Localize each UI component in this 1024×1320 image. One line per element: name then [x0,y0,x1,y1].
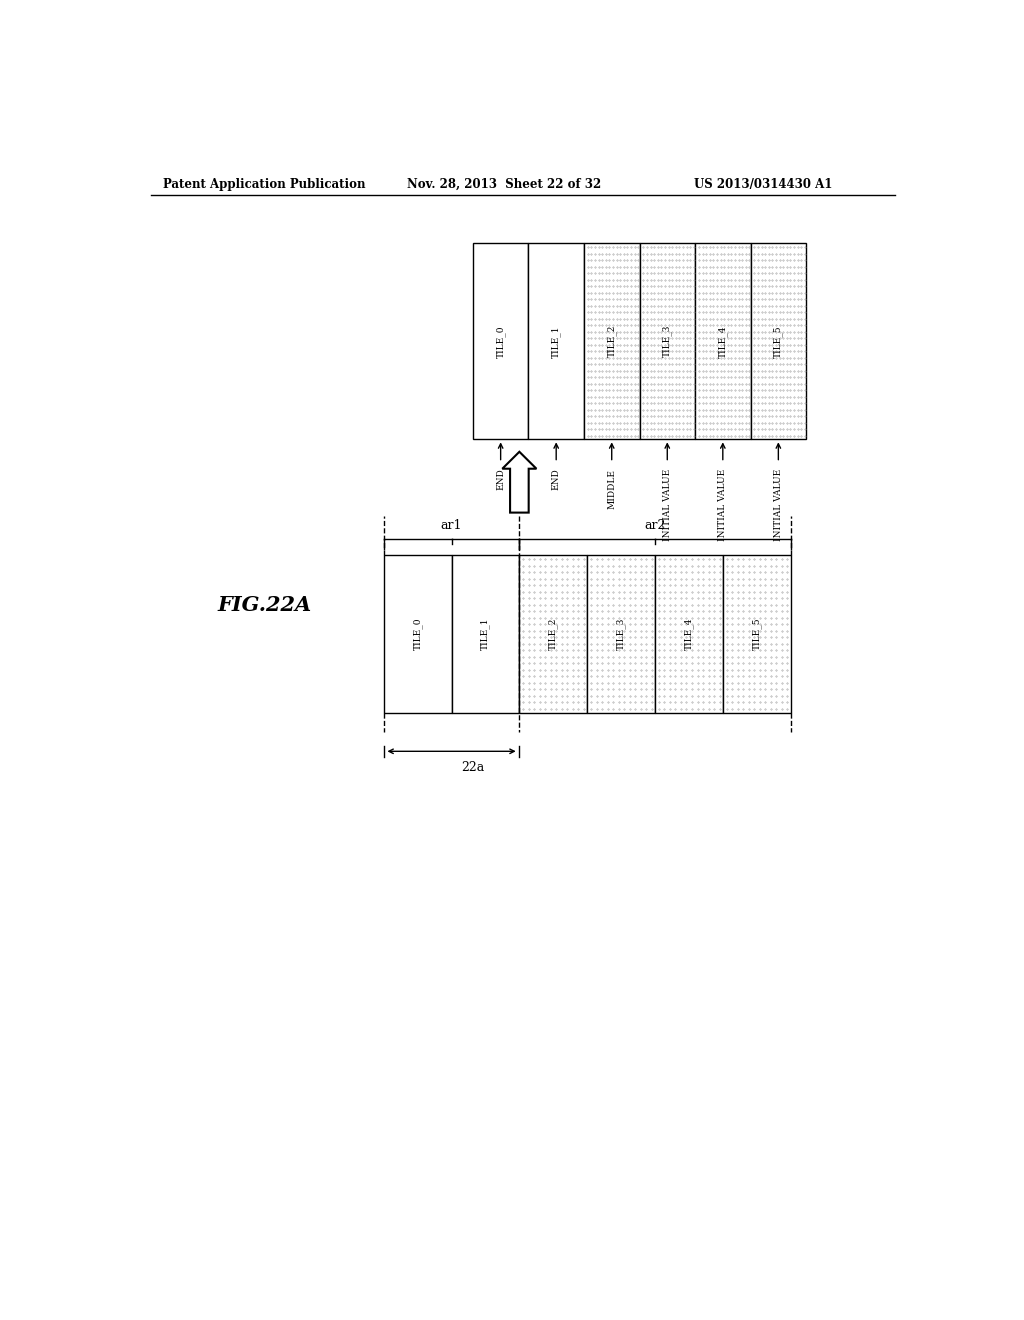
Text: TILE_1: TILE_1 [551,325,561,358]
Text: INITIAL VALUE: INITIAL VALUE [718,469,727,541]
Bar [519,554,587,713]
Bar [751,243,806,440]
Bar [452,554,519,713]
Text: TILE_2: TILE_2 [607,325,616,358]
Text: INITIAL VALUE: INITIAL VALUE [774,469,783,541]
Text: MIDDLE: MIDDLE [607,469,616,508]
Text: TILE_3: TILE_3 [663,325,672,358]
Text: TILE_4: TILE_4 [684,618,693,651]
Bar [587,554,655,713]
Text: INITIAL VALUE: INITIAL VALUE [663,469,672,541]
Text: TILE_5: TILE_5 [773,325,783,358]
Polygon shape [503,451,537,512]
Text: TILE_4: TILE_4 [718,325,728,358]
Bar [640,243,695,440]
Bar [384,554,452,713]
Text: TILE_2: TILE_2 [549,618,558,649]
Text: FIG.22A: FIG.22A [217,595,311,615]
Bar [473,243,528,440]
Text: ar1: ar1 [440,520,462,532]
Text: TILE_5: TILE_5 [752,618,762,651]
Text: TILE_0: TILE_0 [496,325,506,358]
Text: 22a: 22a [461,760,484,774]
Text: US 2013/0314430 A1: US 2013/0314430 A1 [693,178,833,190]
Text: END: END [497,469,505,491]
Bar [695,243,751,440]
Text: TILE_1: TILE_1 [480,618,490,651]
Bar [584,243,640,440]
Bar [723,554,791,713]
Text: Patent Application Publication: Patent Application Publication [163,178,366,190]
Text: END: END [552,469,561,491]
Bar [655,554,723,713]
Bar [528,243,584,440]
Text: TILE_0: TILE_0 [413,618,423,651]
Text: Nov. 28, 2013  Sheet 22 of 32: Nov. 28, 2013 Sheet 22 of 32 [407,178,601,190]
Text: TILE_3: TILE_3 [616,618,626,649]
Text: ar2: ar2 [644,520,666,532]
